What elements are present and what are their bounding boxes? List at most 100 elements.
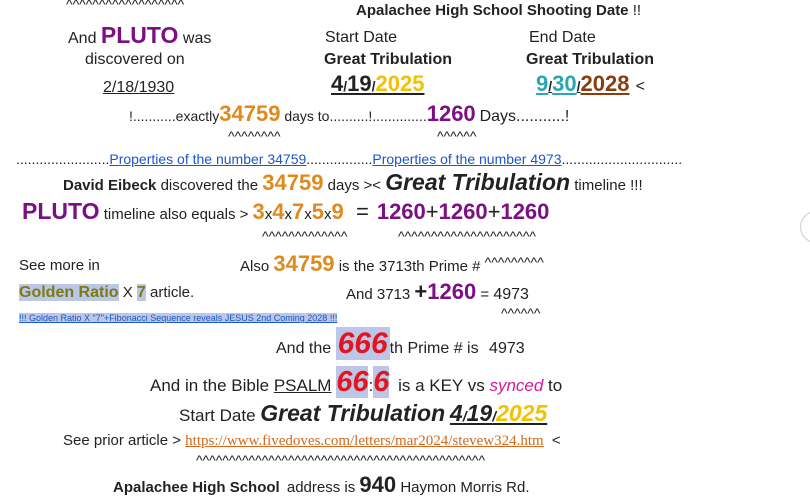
seven-link[interactable]: 7 <box>136 284 146 301</box>
prior-text: See prior article > <box>63 432 181 449</box>
end-day: 30 <box>552 71 577 96</box>
carets-top: ^^^^^^^^^^^^^^^^^^ <box>66 0 185 12</box>
eibeck-name: David Eibeck <box>63 177 157 194</box>
sum-1260-b: 1260 <box>438 199 488 224</box>
carets-4973: ^^^^^^ <box>501 305 541 321</box>
days-text: Days...........! <box>479 108 570 125</box>
exactly-line: !...........exactly34759 days to........… <box>129 101 569 127</box>
plus-sign: + <box>414 279 428 304</box>
pluto-discovered-line: And PLUTO was <box>68 22 211 49</box>
school-name: Apalachee High School <box>113 479 280 496</box>
psalm-colon: : <box>368 376 374 395</box>
properties-line: ........................Properties of th… <box>16 151 682 167</box>
properties-4973-link[interactable]: Properties of the number 4973 <box>372 151 562 167</box>
start-month-2: 4 <box>449 400 463 426</box>
and-3713-text: And 3713 <box>346 286 411 303</box>
golden-ratio-line: Golden Ratio X 7 article. <box>19 284 194 302</box>
times-4: x <box>324 206 332 223</box>
bible-text: And in the Bible <box>150 376 270 395</box>
digit-7: 7 <box>292 199 305 224</box>
key-text: is a KEY vs <box>398 376 485 395</box>
title-suffix: !! <box>632 2 642 19</box>
props-dots3: ............................... <box>561 151 683 167</box>
start-gt-2: Great Tribulation <box>260 400 446 426</box>
start-label-2: Start Date <box>179 406 256 425</box>
x-text: X <box>122 284 133 301</box>
pluto-timeline-text: timeline also equals > <box>103 206 249 223</box>
to-text: to <box>548 376 563 395</box>
prior-article-link[interactable]: https://www.fivedoves.com/letters/mar202… <box>185 433 544 449</box>
pluto-equation-line: PLUTO timeline also equals > 3x4x7x5x9 =… <box>22 198 549 225</box>
times-2: x <box>284 206 293 223</box>
start-year: 2025 <box>375 71 425 96</box>
start-day: 19 <box>347 71 372 96</box>
start-day-2: 19 <box>466 400 493 426</box>
prime-is-text: th Prime # is <box>389 340 479 357</box>
carets-prime: ^^^^^^^^^ <box>484 254 544 270</box>
start-date-line: Start Date Great Tribulation 4/19/2025 <box>179 400 547 427</box>
article-text: article. <box>150 284 195 301</box>
times-1: x <box>264 206 273 223</box>
digit-4: 4 <box>272 199 285 224</box>
start-sep1: / <box>343 78 348 94</box>
carets-sum: ^^^^^^^^^^^^^^^^^^^^^ <box>398 228 536 244</box>
and-the-text: And the <box>276 340 332 357</box>
plus-a: + <box>425 199 439 224</box>
psalm-text: PSALM <box>273 376 332 395</box>
page-title: Apalachee High School Shooting Date !! <box>356 2 641 19</box>
prior-article-line: See prior article > https://www.fivedove… <box>63 432 561 450</box>
times-3: x <box>304 206 312 223</box>
start-date-value: 4/19/2025 <box>331 71 424 97</box>
start-sep1-2: / <box>462 408 467 424</box>
sum-1260-c: 1260 <box>500 199 550 224</box>
prime-result: 4973 <box>489 340 525 357</box>
end-month: 9 <box>536 71 549 96</box>
address-num: 940 <box>359 472 397 497</box>
title-text: Apalachee High School Shooting Date <box>356 2 629 19</box>
eibeck-line: David Eibeck discovered the 34759 days >… <box>63 169 643 196</box>
golden-ratio-article-link[interactable]: !!! Golden Ratio X "7"+Fibonacci Sequenc… <box>19 313 338 323</box>
props-dots1: ........................ <box>16 151 110 167</box>
discovered-on-text: discovered on <box>85 51 185 68</box>
street-text: Haymon Morris Rd. <box>400 479 530 496</box>
scroll-circle-button[interactable] <box>800 211 810 243</box>
pluto-word-2: PLUTO <box>22 198 100 224</box>
timeline-text: timeline !!! <box>574 177 643 194</box>
carets-url: ^^^^^^^^^^^^^^^^^^^^^^^^^^^^^^^^^^^^^^^^… <box>196 452 486 468</box>
synced-text: synced <box>489 376 544 395</box>
end-gt-label: Great Tribulation <box>526 51 655 68</box>
start-date-2: 4/19/2025 <box>450 400 547 426</box>
pluto-discovery-date: 2/18/1930 <box>103 79 175 96</box>
equals-sign: = <box>355 199 369 224</box>
address-is-text: address is <box>286 479 356 496</box>
exactly-num2: 1260 <box>426 101 476 126</box>
carets-digits: ^^^^^^^^^^^^^ <box>262 228 348 244</box>
end-sep1: / <box>548 78 553 94</box>
golden-ratio-link[interactable]: Golden Ratio <box>19 284 119 301</box>
start-sep2: / <box>371 78 376 94</box>
carets-34759: ^^^^^^^^ <box>228 128 281 144</box>
digit-3: 3 <box>252 199 265 224</box>
plus-b: + <box>487 199 501 224</box>
pluto-word: PLUTO <box>100 22 179 48</box>
start-date-label: Start Date <box>325 29 398 46</box>
exactly-prefix: !...........exactly <box>129 108 220 124</box>
prime-index-text: is the 3713th Prime # <box>338 258 481 275</box>
digit-9: 9 <box>331 199 344 224</box>
start-gt-label: Great Tribulation <box>324 51 453 68</box>
carets-1260: ^^^^^^ <box>437 128 477 144</box>
digit-5: 5 <box>311 199 325 224</box>
also-num: 34759 <box>273 251 335 276</box>
start-year-2: 2025 <box>496 400 548 426</box>
eibeck-num: 34759 <box>262 170 324 195</box>
properties-34759-link[interactable]: Properties of the number 34759 <box>109 151 307 167</box>
start-month: 4 <box>331 71 344 96</box>
sum-line: And 3713 +1260 = 4973 <box>346 279 529 305</box>
also-text: Also <box>240 258 270 275</box>
sum-result: 4973 <box>493 286 529 303</box>
end-sep2: / <box>576 78 581 94</box>
discovered-the-text: discovered the <box>160 177 259 194</box>
exactly-num: 34759 <box>219 101 281 126</box>
end-tail: < <box>635 78 645 95</box>
